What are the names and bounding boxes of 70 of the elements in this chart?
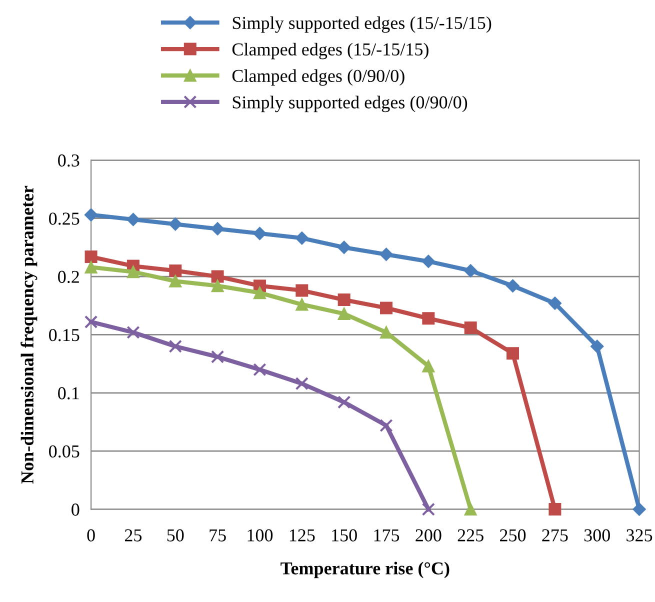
point [380, 326, 392, 339]
point [84, 250, 98, 263]
x-tick-label: 125 [290, 529, 315, 542]
point [422, 312, 435, 325]
y-tick-label: 0.2 [58, 270, 79, 284]
point [210, 350, 224, 364]
point [126, 266, 140, 278]
point [380, 302, 392, 314]
point [126, 326, 140, 339]
point [632, 502, 646, 516]
point [210, 222, 224, 236]
point [380, 418, 393, 432]
x-tick-label: 175 [374, 529, 400, 542]
y-tick-label: 0.1 [58, 387, 79, 400]
point [422, 360, 435, 372]
point [464, 503, 477, 516]
point [168, 340, 182, 353]
x-tick-label: 150 [332, 529, 357, 542]
point [548, 503, 562, 516]
point [464, 264, 478, 278]
point [296, 284, 308, 297]
legend-label: Simply supported edges (0/90/0) [232, 96, 468, 112]
point [169, 264, 182, 277]
point [338, 294, 350, 306]
y-tick-label: 0.05 [49, 445, 80, 458]
point [295, 376, 309, 390]
x-tick-label: 225 [458, 529, 484, 542]
point [380, 248, 393, 261]
point [211, 270, 224, 283]
y-tick-label: 0 [72, 504, 80, 516]
point [506, 347, 520, 360]
point [422, 502, 436, 516]
point [337, 240, 351, 254]
y-tick-label: 0.25 [49, 212, 80, 225]
point [296, 298, 308, 311]
y-tick-label: 0.15 [49, 328, 80, 342]
point [169, 274, 182, 288]
x-tick-label: 50 [167, 529, 184, 542]
point [84, 315, 98, 329]
x-tick-label: 100 [248, 529, 273, 542]
point [211, 280, 224, 292]
point [590, 340, 604, 353]
x-axis-title: Temperature rise (°C) [280, 562, 450, 578]
point [253, 226, 266, 240]
point [126, 212, 140, 226]
x-tick-label: 325 [626, 529, 652, 542]
x-tick-label: 0 [87, 529, 95, 542]
x-tick-label: 25 [124, 529, 142, 542]
point [548, 296, 562, 310]
legend-label: Clamped edges (15/-15/15) [232, 42, 428, 60]
point [422, 254, 436, 268]
x-tick-label: 200 [416, 529, 442, 542]
point [168, 218, 182, 231]
legend-label: Clamped edges (0/90/0) [232, 69, 404, 86]
point [295, 232, 308, 245]
point [84, 208, 98, 222]
point [253, 363, 266, 376]
x-tick-label: 250 [500, 529, 526, 542]
point [253, 286, 266, 300]
point [464, 321, 477, 334]
point [506, 279, 520, 292]
y-tick-label: 0.3 [58, 154, 80, 167]
point [84, 260, 98, 274]
legend-label: Simply supported edges (15/-15/15) [232, 16, 492, 33]
x-tick-label: 275 [542, 529, 568, 542]
point [337, 396, 351, 409]
x-tick-label: 75 [210, 529, 226, 542]
point [338, 308, 350, 320]
x-tick-label: 300 [584, 529, 610, 542]
y-axis-title: Non-dimensional frequency parameter [20, 186, 38, 484]
